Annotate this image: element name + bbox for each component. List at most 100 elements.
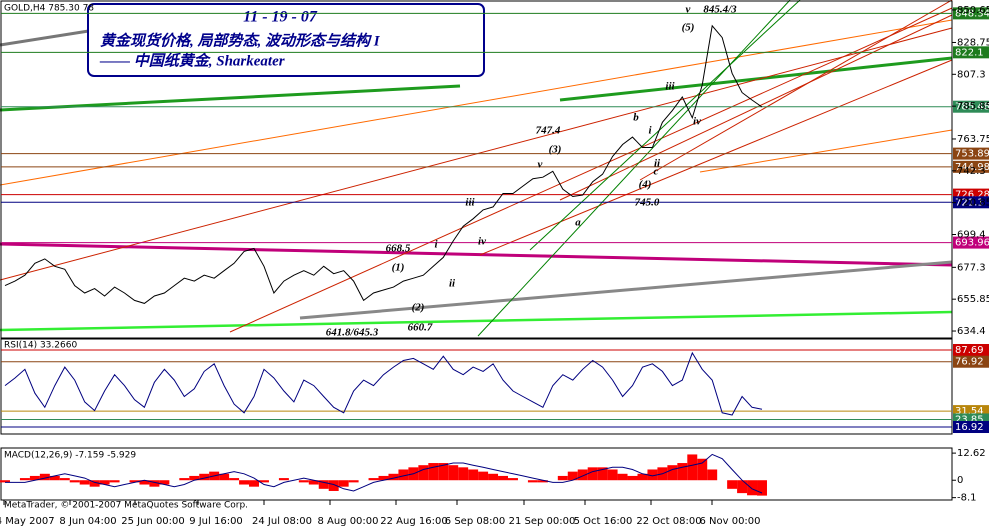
y-tick-label: 785.85 <box>957 101 989 112</box>
macd-bar <box>199 473 210 481</box>
trend-lines <box>0 0 953 337</box>
level-label: 726.28 <box>955 190 989 201</box>
wave-label: v <box>538 159 543 171</box>
x-tick-label: 8 Aug 00:00 <box>317 516 378 527</box>
macd-bar <box>348 480 359 483</box>
macd-bar <box>398 469 409 481</box>
wave-label: a <box>575 217 581 229</box>
rsi-title: RSI(14) 33.2660 <box>4 341 77 351</box>
x-tick-label: 21 Sep 00:00 <box>509 516 576 527</box>
footer: MetaTrader, © 2001-2007 MetaQuotes Softw… <box>4 501 248 511</box>
macd-bar <box>258 480 269 483</box>
y-tick-label: 0 <box>957 475 963 486</box>
wave-label: ii <box>449 278 456 290</box>
macd-bar <box>438 463 449 481</box>
wave-label: i <box>434 239 438 251</box>
macd-bar <box>99 480 110 485</box>
symbol-header: GOLD,H4 785.30 78 <box>4 4 94 14</box>
chart-caption: —— 中国纸黄金, Sharkeater <box>99 51 285 69</box>
macd-bar <box>428 463 439 481</box>
level-label: 16.92 <box>955 422 984 433</box>
macd-bar <box>378 475 389 481</box>
macd-bar <box>159 480 170 485</box>
level-label: 31.54 <box>955 406 984 417</box>
macd-bar <box>89 480 100 487</box>
y-tick-label: 850.65 <box>957 5 989 16</box>
macd-bar <box>607 469 618 481</box>
macd-bar <box>0 480 10 483</box>
macd-bar <box>458 467 469 481</box>
level-box <box>953 344 989 357</box>
macd-bar <box>388 473 399 481</box>
wave-label: c <box>654 166 659 178</box>
x-tick-label: 5 Oct 16:00 <box>574 516 633 527</box>
macd-bar <box>617 473 628 481</box>
x-tick-label: 24 May 2007 <box>0 516 55 527</box>
wave-label: iv <box>478 236 486 248</box>
y-tick-label: -8.1 <box>957 493 977 504</box>
wave-label: iii <box>465 197 475 209</box>
y-tick-label: 807.3 <box>957 69 986 80</box>
macd-bar <box>468 469 479 481</box>
macd-bar <box>637 473 648 481</box>
frames <box>0 0 953 501</box>
macd-bar <box>508 478 518 481</box>
series-line <box>5 453 763 494</box>
x-tick-label: 24 Jul 08:00 <box>252 516 312 527</box>
macd-bar <box>39 473 50 481</box>
macd-bar <box>687 454 698 481</box>
title-box: 11 - 19 - 07 黄金现货价格, 局部势态, 波动形态与结构 I —— … <box>87 3 485 77</box>
macd-bar <box>139 480 150 485</box>
x-tick-label: 22 Oct 08:00 <box>636 516 701 527</box>
series-line <box>4 24 763 304</box>
macd-bar <box>49 475 60 481</box>
macd-bar <box>29 475 40 481</box>
x-tick-label: 25 Jun 00:00 <box>121 516 185 527</box>
x-tick-label: 22 Aug 16:00 <box>380 516 447 527</box>
level-box <box>953 100 989 113</box>
wave-label: v <box>686 4 691 16</box>
wave-label: iii <box>665 81 675 93</box>
macd-bar <box>239 480 250 485</box>
macd-bar <box>577 469 588 481</box>
macd-bar <box>647 469 658 481</box>
wave-label: (4) <box>639 179 652 191</box>
macd-bar <box>448 465 459 481</box>
macd-title: MACD(12,26,9) -7.159 -5.929 <box>4 451 136 461</box>
level-box <box>953 421 989 434</box>
level-label: 721.1 <box>955 197 984 208</box>
macd-bar <box>488 473 499 481</box>
series-line <box>4 351 763 416</box>
y-tick-label: 763.75 <box>957 134 989 145</box>
x-tick-label: 9 Jul 16:00 <box>189 516 243 527</box>
macd-bar <box>229 478 240 481</box>
macd-bar <box>109 480 120 483</box>
macd-bar <box>747 480 758 496</box>
macd-bar <box>727 480 738 489</box>
chart-subtitle: 黄金现货价格, 局部势态, 波动形态与结构 I <box>100 31 381 49</box>
level-box <box>953 7 989 20</box>
wave-label: 845.4/3 <box>703 4 737 16</box>
macd-bar <box>677 463 688 481</box>
x-tick-label: 6 Sep 08:00 <box>445 516 505 527</box>
level-label: 822.1 <box>955 47 984 58</box>
macd-bar <box>418 465 429 481</box>
wave-label: b <box>633 112 639 124</box>
level-label: 693.96 <box>955 238 989 249</box>
wave-label: (3) <box>549 144 562 156</box>
macd-bar <box>79 480 90 485</box>
wave-label: 745.0 <box>635 197 660 209</box>
level-label: 744.98 <box>955 162 989 173</box>
y-tick-label: 828.75 <box>957 37 989 48</box>
y-tick-label: 742.3 <box>957 166 986 177</box>
y-tick-label: 12.62 <box>957 448 986 459</box>
macd-bar <box>527 480 538 483</box>
y-tick-label: 699.4 <box>957 230 986 241</box>
y-tick-label: 720.85 <box>957 198 989 209</box>
macd-bar <box>597 467 608 481</box>
level-label: 76.92 <box>955 357 984 368</box>
macd-bar <box>308 480 319 485</box>
level-box <box>953 160 989 173</box>
